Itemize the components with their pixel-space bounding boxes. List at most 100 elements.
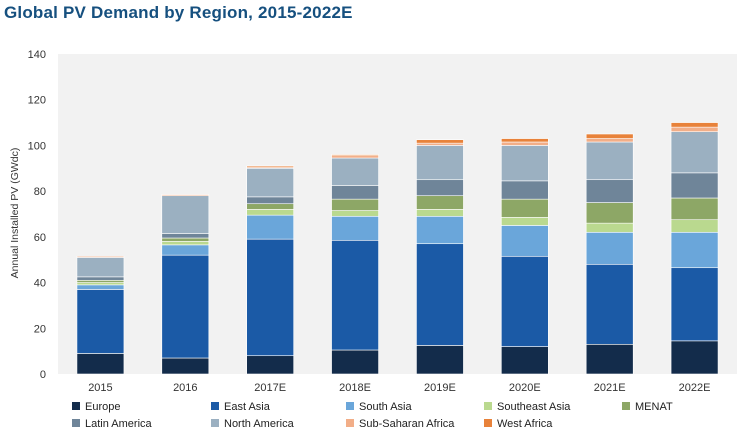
bar-segment-southeast-asia [161, 241, 210, 246]
y-tick-label: 40 [34, 278, 46, 290]
bar-segment-latin-america [161, 233, 210, 239]
plot-background [58, 54, 737, 374]
y-axis: 0 20 40 60 80 100 120 140 [28, 49, 46, 381]
bar-segment-menat [416, 195, 464, 210]
bar-segment-latin-america [670, 172, 719, 199]
legend-label: North America [224, 418, 295, 430]
x-tick-label: 2021E [594, 382, 626, 394]
legend-swatch [484, 402, 492, 410]
bar-segment-south-asia [670, 231, 719, 269]
bar-segment-latin-america [416, 179, 464, 197]
bar-segment-europe [76, 353, 125, 375]
legend-item-south-asia: South Asia [346, 401, 412, 413]
bar-segment-southeast-asia [585, 222, 634, 233]
legend-swatch [346, 419, 354, 427]
bar-segment-south-asia [161, 244, 210, 256]
bar-segment-menat [585, 202, 634, 224]
legend-swatch [72, 419, 80, 427]
bar-segment-west-africa [416, 139, 464, 144]
bar-segment-sub-saharan-africa [416, 142, 464, 146]
x-axis: 2015 2016 2017E 2018E 2019E 2020E 2021E 2022E [88, 382, 710, 394]
bar-segment-sub-saharan-africa [585, 138, 634, 143]
y-tick-label: 100 [28, 140, 46, 152]
bar-segment-sub-saharan-africa [76, 255, 125, 258]
bar-segment-east-asia [76, 289, 125, 354]
bar-segment-west-africa [246, 165, 294, 168]
bar-segment-west-africa [501, 138, 549, 143]
y-tick-label: 80 [34, 186, 46, 198]
bar-segment-north-america [416, 145, 464, 181]
bar-segment-north-america [246, 167, 294, 198]
legend-item-west-africa: West Africa [484, 418, 553, 430]
legend-swatch [211, 419, 219, 427]
legend-label: South Asia [359, 401, 412, 413]
x-tick-label: 2020E [509, 382, 541, 394]
bar-segment-sub-saharan-africa [670, 126, 719, 133]
bar-segment-east-asia [670, 267, 719, 342]
legend-label: East Asia [224, 401, 271, 413]
bar-segment-menat [76, 279, 125, 283]
bar-segment-southeast-asia [76, 282, 125, 286]
legend-item-menat: MENAT [622, 401, 673, 413]
bar-segment-menat [501, 198, 549, 218]
y-tick-label: 20 [34, 323, 46, 335]
bar-segment-south-asia [416, 215, 464, 245]
legend: Europe East Asia South Asia Southeast Asia M… [72, 401, 673, 430]
bar-segment-latin-america [331, 185, 379, 200]
y-tick-label: 0 [40, 369, 46, 381]
bar-segment-sub-saharan-africa [161, 194, 210, 197]
bar-segment-menat [246, 203, 294, 210]
bar-segment-europe [416, 345, 464, 375]
bar-segment-sub-saharan-africa [331, 155, 379, 159]
legend-item-latin-america: Latin America [72, 418, 153, 430]
bar-segment-southeast-asia [246, 209, 294, 216]
bar-segment-north-america [76, 257, 125, 278]
bar-segment-south-asia [585, 231, 634, 265]
bar-segment-east-asia [416, 243, 464, 346]
bar-segment-southeast-asia [501, 217, 549, 226]
bar-segment-east-asia [331, 239, 379, 351]
x-tick-label: 2019E [424, 382, 456, 394]
legend-label: Latin America [85, 418, 153, 430]
bar-segment-menat [670, 197, 719, 221]
legend-swatch [72, 402, 80, 410]
x-tick-label: 2017E [254, 382, 286, 394]
bar-segment-west-africa [585, 133, 634, 139]
bar-segment-latin-america [501, 180, 549, 200]
bar-segment-europe [670, 340, 719, 375]
bar-segment-europe [501, 346, 549, 375]
bar-segment-southeast-asia [416, 209, 464, 217]
legend-swatch [211, 402, 219, 410]
bar-segment-europe [331, 349, 379, 375]
bar-segment-north-america [501, 145, 549, 182]
bar-segment-europe [585, 343, 634, 375]
x-tick-label: 2016 [173, 382, 197, 394]
bar-segment-west-africa [331, 154, 379, 157]
y-axis-title: Annual Installed PV (GWdc) [9, 148, 21, 279]
bar-segment-east-asia [161, 254, 210, 359]
bars [76, 122, 719, 375]
legend-item-sub-saharan-africa: Sub-Saharan Africa [346, 418, 455, 430]
bar-segment-north-america [585, 141, 634, 181]
bar-segment-east-asia [501, 255, 549, 347]
y-tick-label: 140 [28, 49, 46, 61]
bar-segment-menat [161, 237, 210, 242]
x-tick-label: 2015 [88, 382, 112, 394]
bar-segment-south-asia [246, 214, 294, 240]
legend-label: West Africa [497, 418, 553, 430]
bar-segment-southeast-asia [331, 210, 379, 217]
bar-segment-south-asia [76, 284, 125, 290]
bar-segment-sub-saharan-africa [501, 141, 549, 146]
bar-segment-latin-america [585, 179, 634, 203]
x-tick-label: 2018E [339, 382, 371, 394]
legend-item-southeast-asia: Southeast Asia [484, 401, 571, 413]
legend-label: Europe [85, 401, 120, 413]
bar-segment-north-america [670, 131, 719, 174]
bar-segment-north-america [331, 157, 379, 186]
bar-segment-north-america [161, 195, 210, 234]
bar-segment-menat [331, 198, 379, 211]
bar-segment-south-asia [331, 215, 379, 241]
legend-swatch [622, 402, 630, 410]
bar-segment-europe [246, 355, 294, 375]
